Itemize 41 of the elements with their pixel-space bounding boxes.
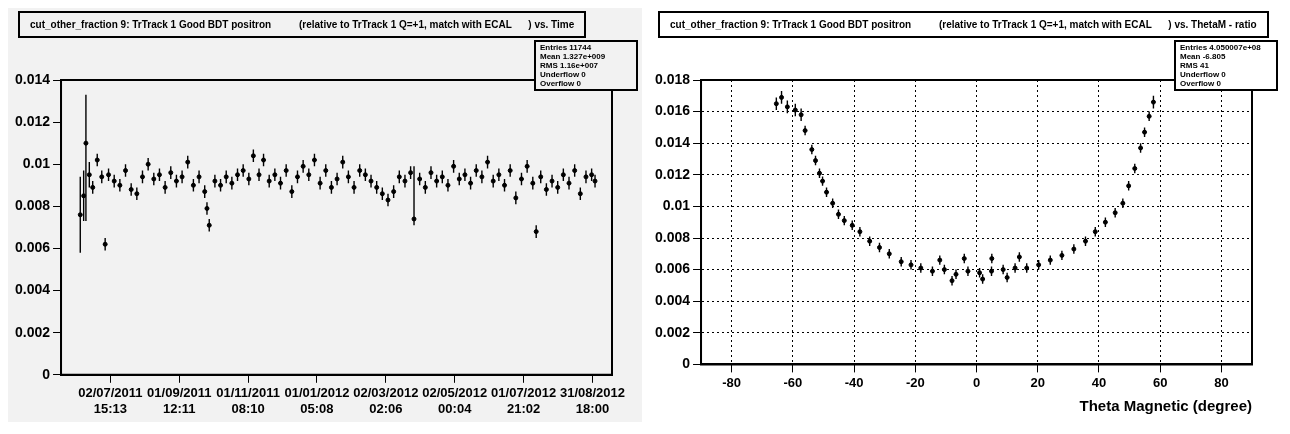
- y-tick-label: 0.002: [654, 323, 691, 340]
- y-tick-label: 0.016: [654, 102, 691, 119]
- stats-box: Entries 4.050007e+08 Mean -6.805 RMS 41 Underflow 0 Overflow 0: [1174, 40, 1278, 91]
- x-tick-label: 01/11/2011 08:10: [216, 385, 280, 416]
- y-tick-label: 0.006: [14, 239, 51, 256]
- y-tick-label: 0.01: [662, 197, 691, 214]
- x-tick-label: 02/07/2011 15:13: [78, 385, 143, 416]
- x-tick-label: 01/07/2012 21:02: [491, 385, 557, 416]
- y-tick-label: 0.004: [654, 292, 691, 309]
- y-tick-label: 0.014: [14, 70, 51, 87]
- annotation: Overflow 0: [540, 79, 582, 88]
- y-tick-label: 0.012: [14, 112, 51, 129]
- y-tick-label: 0.008: [654, 228, 691, 245]
- x-tick-label: 0: [972, 374, 981, 390]
- y-tick-label: 0.018: [654, 70, 691, 87]
- y-tick-label: 0.004: [14, 281, 51, 298]
- x-tick-label: 20: [1030, 374, 1045, 390]
- x-tick-label: 31/08/2012 18:00: [559, 385, 626, 416]
- y-tick-label: 0.014: [654, 134, 691, 151]
- x-tick-label: -60: [783, 374, 803, 390]
- y-tick-label: 0.002: [14, 323, 51, 340]
- x-tick-label: 60: [1152, 374, 1168, 390]
- x-tick-label: 01/01/2012 05:08: [284, 385, 350, 416]
- x-tick-label: -20: [905, 374, 925, 390]
- x-axis-title: Theta Magnetic (degree): [1079, 397, 1252, 415]
- title-box: cut_other_fraction 9: TrTrack 1 Good BDT positron (relative to TrTrack 1 Q=+1, match with ECAL ) vs. Time: [18, 11, 587, 38]
- y-tick-label: 0: [682, 355, 691, 372]
- x-tick-label: -40: [844, 374, 864, 390]
- x-tick-label: 40: [1091, 374, 1107, 390]
- y-tick-label: 0.008: [14, 197, 51, 214]
- annotation: Overflow 0: [1180, 79, 1222, 88]
- x-tick-label: 01/09/2011 12:11: [147, 385, 212, 416]
- stats-box: Entries 11744 Mean 1.327e+009 RMS 1.16e+007 Underflow 0 Overflow 0: [534, 40, 638, 91]
- x-tick-label: -80: [722, 374, 742, 390]
- y-tick-label: 0.012: [654, 165, 691, 182]
- x-tick-label: 02/03/2012 02:06: [353, 385, 419, 416]
- x-tick-label: 80: [1214, 374, 1229, 390]
- x-tick-label: 02/05/2012 00:04: [422, 385, 488, 416]
- y-tick-label: 0.006: [654, 260, 691, 277]
- title-box: cut_other_fraction 9: TrTrack 1 Good BDT positron (relative to TrTrack 1 Q=+1, match with ECAL ) vs. ThetaM - ratio: [658, 11, 1269, 38]
- y-tick-label: 0.01: [22, 155, 51, 172]
